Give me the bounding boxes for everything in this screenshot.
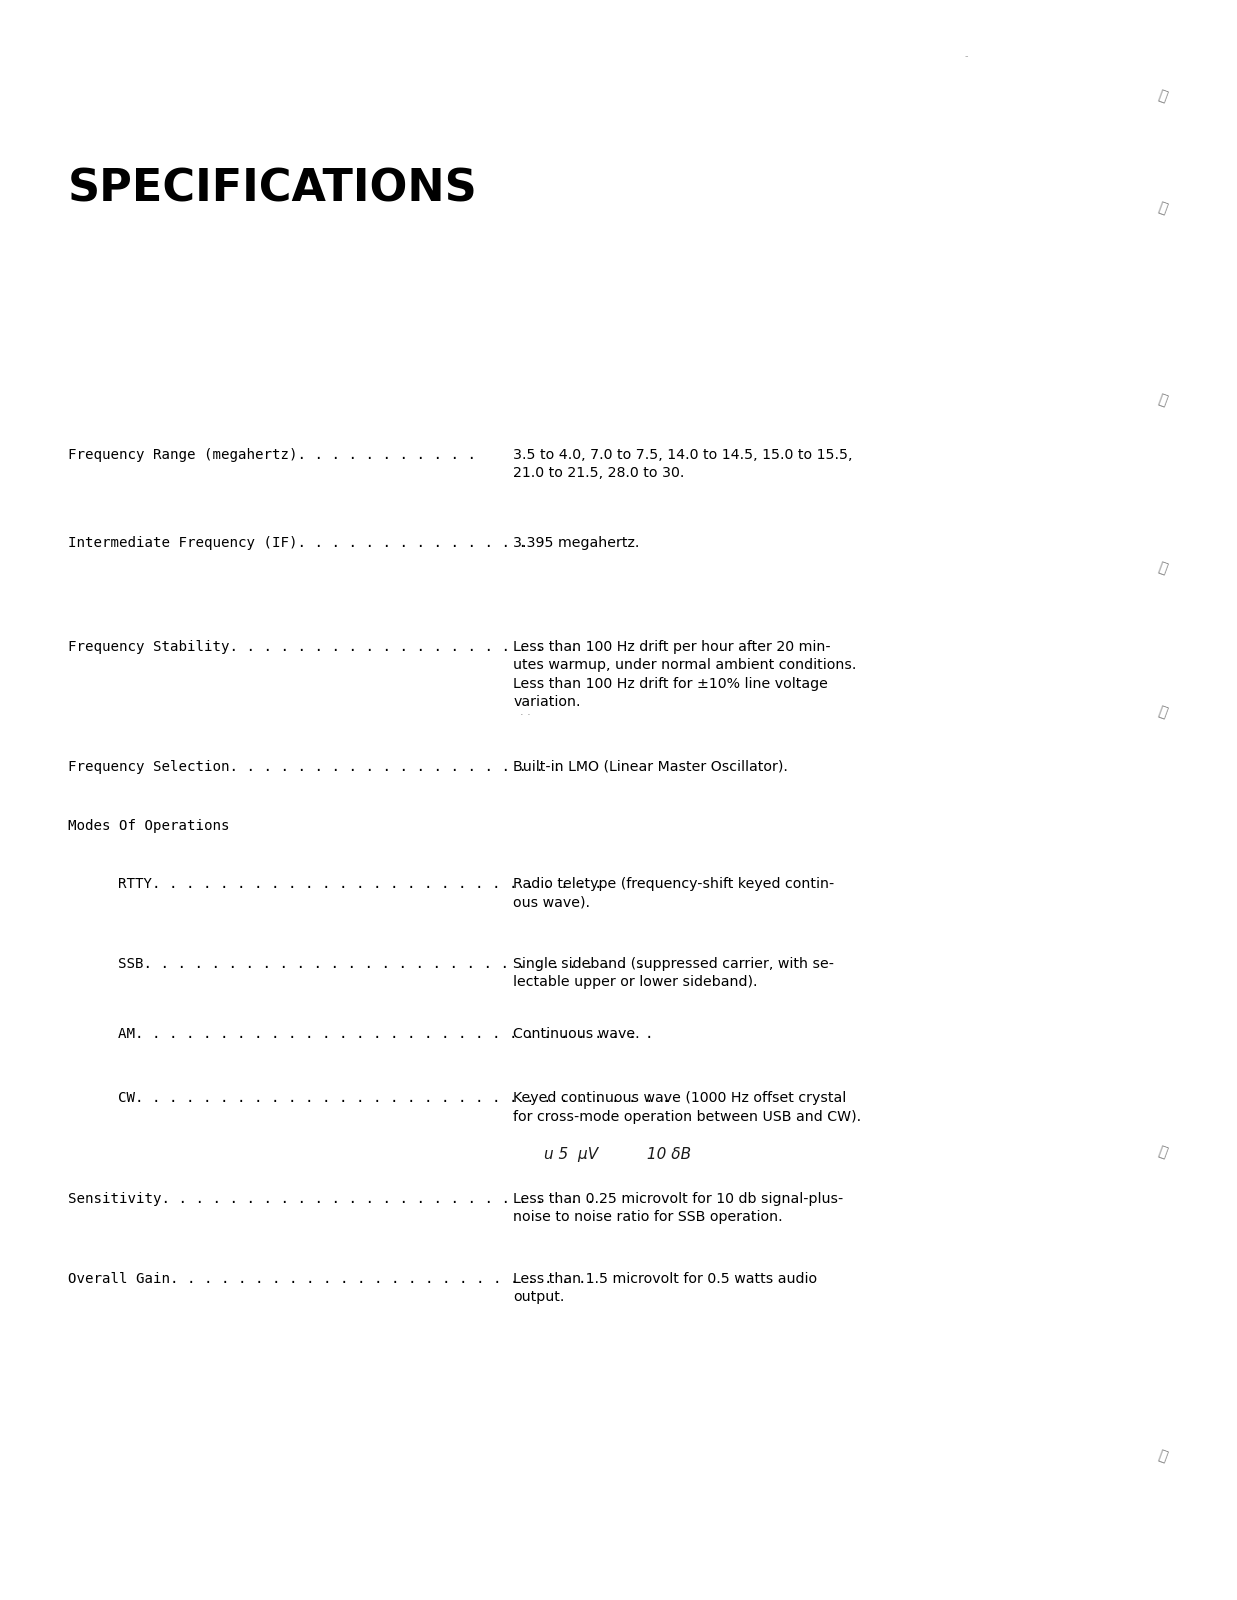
Text: Intermediate Frequency (IF). . . . . . . . . . . . . .: Intermediate Frequency (IF). . . . . . .… <box>68 536 527 550</box>
Text: Built-in LMO (Linear Master Oscillator).: Built-in LMO (Linear Master Oscillator). <box>513 760 788 774</box>
Text: Continuous wave.: Continuous wave. <box>513 1027 640 1042</box>
Text: ⏐: ⏐ <box>1157 1144 1169 1160</box>
Text: AM. . . . . . . . . . . . . . . . . . . . . . . . . . . . . . .: AM. . . . . . . . . . . . . . . . . . . … <box>118 1027 653 1042</box>
Text: ⏐: ⏐ <box>1157 560 1169 576</box>
Text: ⏐: ⏐ <box>1157 704 1169 720</box>
Text: u 5  μV          10 δB: u 5 μV 10 δB <box>544 1147 691 1162</box>
Text: 3.395 megahertz.: 3.395 megahertz. <box>513 536 640 550</box>
Text: Modes Of Operations: Modes Of Operations <box>68 819 230 834</box>
Text: Frequency Selection. . . . . . . . . . . . . . . . . . . .: Frequency Selection. . . . . . . . . . .… <box>68 760 562 774</box>
Text: Sensitivity. . . . . . . . . . . . . . . . . . . . . . . . . .: Sensitivity. . . . . . . . . . . . . . .… <box>68 1192 595 1206</box>
Text: Overall Gain. . . . . . . . . . . . . . . . . . . . . . . . .: Overall Gain. . . . . . . . . . . . . . … <box>68 1272 586 1286</box>
Text: Keyed continuous wave (1000 Hz offset crystal
for cross-mode operation between U: Keyed continuous wave (1000 Hz offset cr… <box>513 1091 861 1123</box>
Text: SPECIFICATIONS: SPECIFICATIONS <box>68 168 477 211</box>
Text: Radio teletype (frequency-shift keyed contin-
ous wave).: Radio teletype (frequency-shift keyed co… <box>513 877 835 909</box>
Text: Less than 100 Hz drift per hour after 20 min-
utes warmup, under normal ambient : Less than 100 Hz drift per hour after 20… <box>513 640 857 709</box>
Text: -: - <box>965 51 969 61</box>
Text: RTTY. . . . . . . . . . . . . . . . . . . . . . . . . . .: RTTY. . . . . . . . . . . . . . . . . . … <box>118 877 602 891</box>
Text: Frequency Range (megahertz). . . . . . . . . . .: Frequency Range (megahertz). . . . . . .… <box>68 448 476 462</box>
Text: . .: . . <box>520 707 531 717</box>
Text: Frequency Stability. . . . . . . . . . . . . . . . . . . . .: Frequency Stability. . . . . . . . . . .… <box>68 640 578 654</box>
Text: ⏐: ⏐ <box>1157 392 1169 408</box>
Text: ⏐: ⏐ <box>1157 1448 1169 1464</box>
Text: Single sideband (suppressed carrier, with se-
lectable upper or lower sideband).: Single sideband (suppressed carrier, wit… <box>513 957 834 989</box>
Text: 3.5 to 4.0, 7.0 to 7.5, 14.0 to 14.5, 15.0 to 15.5,
21.0 to 21.5, 28.0 to 30.: 3.5 to 4.0, 7.0 to 7.5, 14.0 to 14.5, 15… <box>513 448 852 480</box>
Text: ⏐: ⏐ <box>1157 200 1169 216</box>
Text: SSB. . . . . . . . . . . . . . . . . . . . . . . . . . . . . .: SSB. . . . . . . . . . . . . . . . . . .… <box>118 957 644 971</box>
Text: CW. . . . . . . . . . . . . . . . . . . . . . . . . . . . . . . .: CW. . . . . . . . . . . . . . . . . . . … <box>118 1091 670 1106</box>
Text: ⏐: ⏐ <box>1157 88 1169 104</box>
Text: Less than 1.5 microvolt for 0.5 watts audio
output.: Less than 1.5 microvolt for 0.5 watts au… <box>513 1272 818 1304</box>
Text: Less than 0.25 microvolt for 10 db signal-plus-
noise to noise ratio for SSB ope: Less than 0.25 microvolt for 10 db signa… <box>513 1192 844 1224</box>
